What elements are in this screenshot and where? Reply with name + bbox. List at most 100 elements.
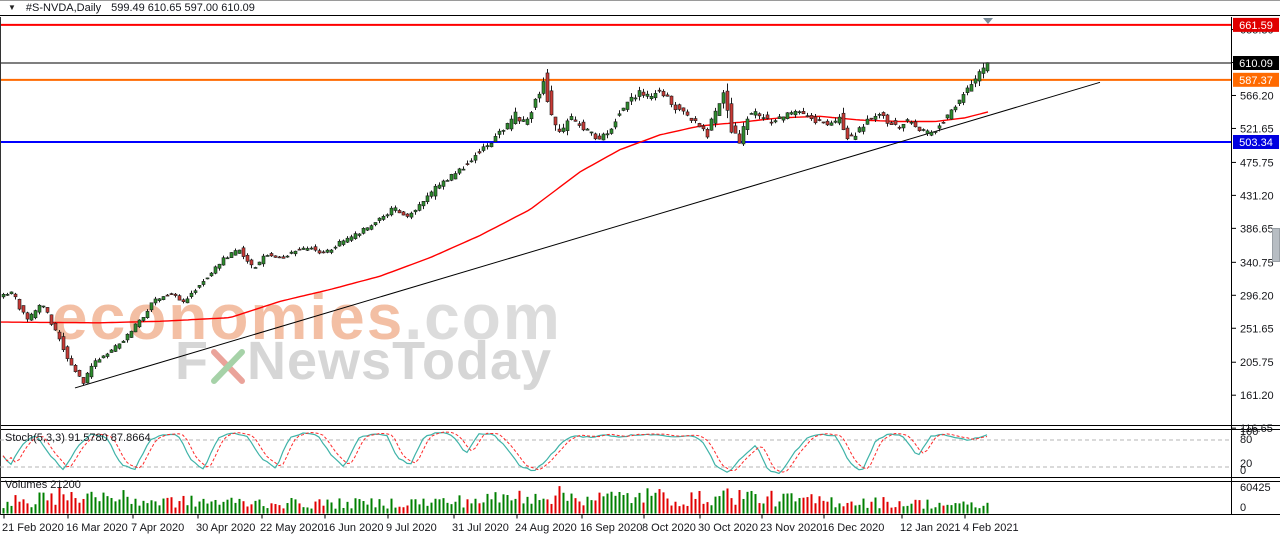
candle xyxy=(493,136,498,142)
volume-bar xyxy=(402,507,405,514)
candle xyxy=(869,117,874,120)
candle xyxy=(617,113,622,116)
candle xyxy=(313,246,318,251)
candle xyxy=(349,236,354,241)
volume-bar xyxy=(334,508,337,514)
volume-bar xyxy=(642,502,645,514)
volume-bar xyxy=(554,495,557,514)
candle xyxy=(25,312,30,320)
scrollbar-thumb[interactable] xyxy=(1272,228,1280,262)
candle xyxy=(561,127,566,132)
candle xyxy=(961,94,966,103)
candle xyxy=(309,247,314,250)
candle xyxy=(701,125,706,130)
volume-bar xyxy=(950,505,953,514)
volume-bar xyxy=(166,497,169,514)
stoch-scale-label: 80 xyxy=(1240,434,1252,446)
candle xyxy=(985,62,990,72)
candle xyxy=(13,293,18,298)
candle xyxy=(737,133,742,144)
candle xyxy=(129,330,134,338)
watermark-domain-text: .com xyxy=(404,281,562,353)
candle xyxy=(421,201,426,207)
volume-bar xyxy=(814,503,817,514)
candle xyxy=(201,281,206,285)
stoch-scale-label: 100 xyxy=(1240,426,1258,438)
volume-bar xyxy=(350,508,353,514)
candle xyxy=(621,107,626,111)
volume-bar xyxy=(210,501,213,514)
volume-bar xyxy=(74,498,77,514)
volume-bar xyxy=(850,501,853,514)
x-axis-date-label: 4 Feb 2021 xyxy=(963,522,1019,534)
volume-bar xyxy=(906,505,909,514)
volume-bar xyxy=(294,499,297,514)
watermark-brand-text: economies xyxy=(52,281,405,353)
volume-bar xyxy=(494,492,497,514)
watermark-sub-prefix: F xyxy=(175,331,209,391)
candle xyxy=(973,78,978,84)
candle xyxy=(437,184,442,189)
candle xyxy=(189,292,194,297)
volume-bar xyxy=(630,503,633,514)
volume-bar xyxy=(482,502,485,514)
volume-bar xyxy=(222,501,225,514)
candle xyxy=(405,213,410,217)
collapse-chart-icon[interactable]: ▼ xyxy=(8,3,16,12)
volume-bar xyxy=(602,496,605,514)
volume-bar xyxy=(206,503,209,514)
volume-bar xyxy=(910,503,913,514)
volume-bar xyxy=(710,505,713,514)
volume-bar xyxy=(238,498,241,514)
candle xyxy=(717,103,722,116)
volume-bar xyxy=(110,498,113,514)
candle xyxy=(941,121,946,124)
volume-bar xyxy=(598,492,601,514)
candle xyxy=(881,112,886,117)
price-badge-current-price xyxy=(1233,56,1279,70)
candle xyxy=(281,256,286,259)
volume-bar xyxy=(394,507,397,514)
volume-bar xyxy=(882,497,885,514)
candle xyxy=(105,353,110,357)
volume-bar xyxy=(634,497,637,514)
candle xyxy=(637,90,642,97)
candle xyxy=(689,117,694,121)
candle xyxy=(821,121,826,124)
candle xyxy=(761,117,766,119)
volume-bar xyxy=(778,501,781,514)
volume-bar xyxy=(734,504,737,514)
volume-bar xyxy=(426,505,429,514)
candle xyxy=(653,93,658,99)
volume-bar xyxy=(566,500,569,514)
candle xyxy=(29,313,34,321)
volume-bar xyxy=(374,507,377,514)
volume-bar xyxy=(614,495,617,514)
volume-bar xyxy=(954,503,957,514)
volume-bar xyxy=(282,508,285,514)
volume-bar xyxy=(142,500,145,514)
candle xyxy=(357,233,362,236)
candle xyxy=(853,135,858,140)
watermark-brand: economies.com xyxy=(52,280,562,354)
x-axis-date-label: 8 Oct 2020 xyxy=(642,522,696,534)
candle xyxy=(77,369,82,377)
volume-bar xyxy=(154,501,157,514)
volume-bar xyxy=(818,496,821,514)
candle xyxy=(429,191,434,197)
candle xyxy=(849,134,854,137)
volume-bar xyxy=(298,503,301,514)
candle xyxy=(501,130,506,132)
candle xyxy=(381,216,386,220)
volume-bar xyxy=(242,501,245,514)
volume-bar xyxy=(278,505,281,514)
volume-bar xyxy=(42,492,45,514)
candle xyxy=(69,358,74,366)
candle xyxy=(945,114,950,119)
volume-bar xyxy=(306,507,309,514)
volume-bar xyxy=(130,503,133,514)
volume-bar xyxy=(438,499,441,514)
candle xyxy=(249,259,254,266)
volume-bar xyxy=(646,488,649,514)
